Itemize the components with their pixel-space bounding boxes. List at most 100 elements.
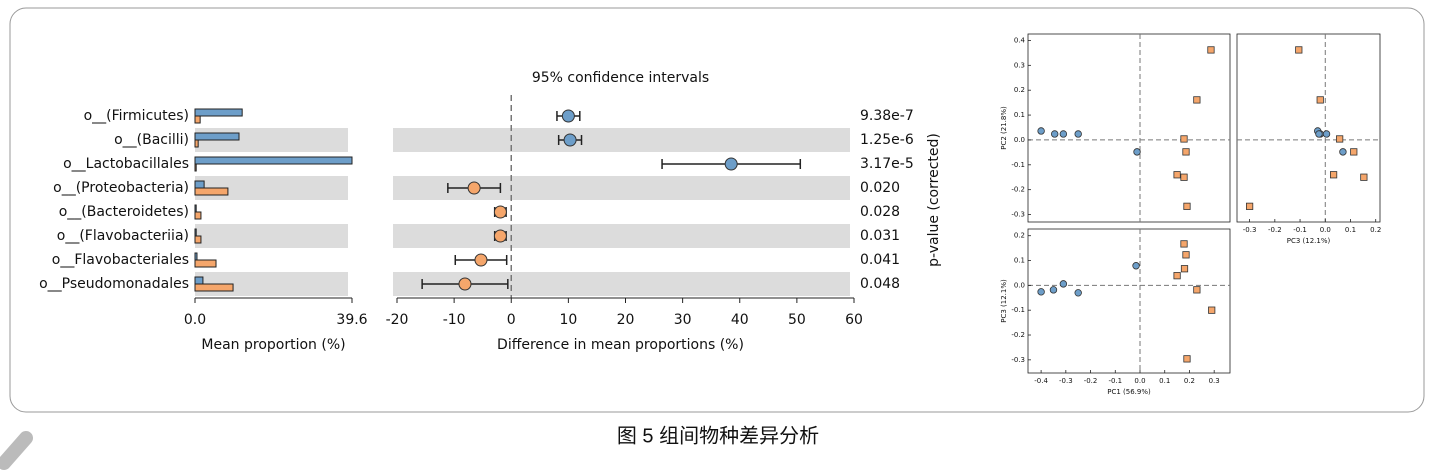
p-value-label: 0.020 — [860, 180, 900, 196]
y-tick-label: -0.1 — [1011, 161, 1025, 169]
x-tick-label: 0.1 — [1345, 226, 1356, 234]
x-tick-label: -0.1 — [1108, 377, 1122, 385]
point — [1180, 240, 1188, 248]
y-tick-label: -0.3 — [1011, 356, 1025, 364]
x-tick-label: 0.0 — [1134, 377, 1145, 385]
bar — [194, 108, 243, 117]
y-axis-label: PC3 (12.1%) — [1000, 279, 1008, 323]
point — [1295, 46, 1303, 54]
category-label: o__(Bacilli) — [114, 132, 189, 148]
point — [1322, 130, 1331, 138]
point — [1339, 148, 1347, 156]
x-tick-label: -10 — [443, 312, 466, 328]
y-tick-label: -0.2 — [1011, 186, 1025, 194]
point — [1193, 96, 1201, 104]
y-axis-label: PC2 (21.8%) — [1000, 106, 1008, 150]
x-tick-label: 30 — [674, 312, 692, 328]
point — [1180, 265, 1189, 273]
x-tick-label: -0.3 — [1243, 226, 1257, 234]
y-tick-label: 0.2 — [1014, 86, 1025, 94]
x-tick-label: 60 — [845, 312, 863, 328]
bar — [194, 283, 234, 292]
y-tick-label: 0.0 — [1014, 136, 1025, 144]
point — [1059, 280, 1068, 288]
bar — [194, 252, 198, 261]
p-value-label: 0.048 — [860, 276, 900, 292]
point — [1183, 355, 1191, 363]
y-tick-label: -0.2 — [1011, 331, 1025, 339]
category-label: o__(Bacteroidetes) — [59, 204, 189, 220]
point — [1180, 135, 1188, 143]
x-tick-label: -0.2 — [1084, 377, 1098, 385]
x-tick-label: 0.0 — [184, 312, 206, 328]
point — [458, 277, 472, 291]
figure-frame — [9, 7, 1425, 413]
point — [474, 253, 488, 267]
point — [1208, 306, 1216, 314]
point — [493, 229, 507, 243]
bar — [194, 156, 353, 165]
bar — [194, 180, 205, 189]
x-tick-label: -20 — [386, 312, 409, 328]
p-value-label: 9.38e-7 — [860, 108, 914, 124]
y-tick-label: -0.3 — [1011, 211, 1025, 219]
plot-frame — [1236, 33, 1381, 223]
x-axis-label: Difference in mean proportions (%) — [497, 337, 744, 353]
plot-frame — [1027, 228, 1231, 374]
y-tick-label: 0.2 — [1014, 232, 1025, 240]
bar — [194, 276, 204, 285]
x-tick-label: 10 — [559, 312, 577, 328]
point — [1316, 96, 1324, 104]
p-value-label: 0.031 — [860, 228, 900, 244]
point — [1336, 135, 1344, 143]
point — [1193, 286, 1201, 294]
bar — [194, 115, 201, 124]
point — [1059, 130, 1068, 138]
point — [1182, 251, 1190, 259]
p-value-label: 0.028 — [860, 204, 900, 220]
bar — [194, 228, 197, 237]
bar — [194, 204, 197, 213]
pin-icon — [0, 431, 33, 470]
point — [563, 133, 577, 147]
p-value-label: 3.17e-5 — [860, 156, 914, 172]
point — [1133, 148, 1141, 156]
point — [1051, 130, 1059, 138]
point — [1049, 286, 1058, 294]
bar — [194, 132, 240, 141]
point — [1074, 289, 1082, 297]
point — [1360, 173, 1368, 181]
x-tick-label: -0.2 — [1268, 226, 1282, 234]
x-tick-label: 0.2 — [1184, 377, 1195, 385]
x-tick-label: 50 — [788, 312, 806, 328]
bar — [194, 139, 199, 148]
category-label: o__Flavobacteriales — [52, 252, 189, 268]
bar — [194, 259, 217, 268]
point — [1173, 272, 1181, 280]
x-tick-label: 20 — [617, 312, 635, 328]
plot-frame — [1027, 33, 1231, 223]
point — [724, 157, 738, 171]
category-label: o__(Firmicutes) — [84, 108, 189, 124]
category-label: o__(Flavobacteriia) — [57, 228, 189, 244]
category-label: o__(Proteobacteria) — [53, 180, 189, 196]
row-band — [393, 224, 850, 248]
p-value-label: 1.25e-6 — [860, 132, 914, 148]
point — [467, 181, 481, 195]
bar — [194, 187, 229, 196]
x-axis-label: PC1 (56.9%) — [1107, 388, 1151, 396]
x-tick-label: -0.4 — [1034, 377, 1048, 385]
x-tick-label: 0.3 — [1209, 377, 1220, 385]
point — [1182, 148, 1190, 156]
point — [1246, 202, 1254, 210]
point — [493, 205, 507, 219]
point — [1350, 148, 1358, 156]
point — [1173, 171, 1181, 179]
y-tick-label: -0.1 — [1011, 306, 1025, 314]
x-tick-label: 39.6 — [336, 312, 367, 328]
point — [1207, 46, 1215, 54]
x-tick-label: 0 — [507, 312, 516, 328]
x-axis-label: Mean proportion (%) — [201, 337, 345, 353]
point — [561, 109, 575, 123]
